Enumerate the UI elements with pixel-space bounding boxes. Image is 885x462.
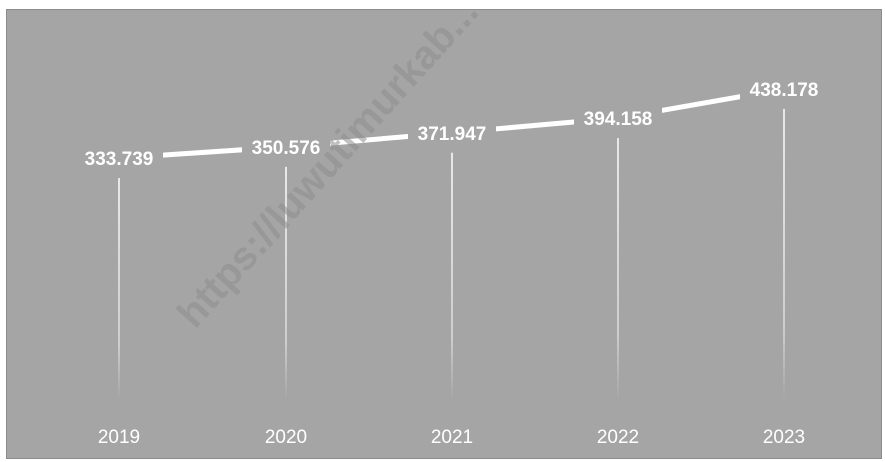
- drop-line-2021: [451, 152, 453, 400]
- watermark: https://luwutimurkab...: [169, 0, 487, 336]
- data-label-2020: 350.576: [252, 138, 321, 159]
- data-label-2023: 438.178: [750, 80, 819, 101]
- data-labels: 333.739 350.576 371.947 394.158 438.178: [75, 74, 828, 171]
- x-tick-2021: 2021: [431, 427, 473, 448]
- data-label-bg: [408, 117, 496, 146]
- x-tick-2022: 2022: [597, 427, 639, 448]
- data-label-bg: [242, 131, 330, 160]
- data-label-2022: 394.158: [584, 109, 653, 130]
- x-tick-2019: 2019: [98, 427, 140, 448]
- drop-line-2023: [783, 109, 785, 400]
- drop-line-2022: [617, 138, 619, 400]
- data-label-bg: [574, 103, 662, 132]
- data-label-2019: 333.739: [85, 149, 154, 170]
- drop-line-2019: [118, 178, 120, 400]
- drop-line-2020: [285, 166, 287, 400]
- data-label-2021: 371.947: [418, 124, 487, 145]
- data-label-bg: [75, 143, 163, 171]
- x-tick-2023: 2023: [763, 427, 805, 448]
- x-tick-2020: 2020: [265, 427, 307, 448]
- data-label-bg: [740, 74, 828, 102]
- drop-lines: [118, 109, 785, 400]
- x-axis-tick-labels: 2019 2020 2021 2022 2023: [98, 427, 805, 448]
- chart-area: [6, 9, 882, 459]
